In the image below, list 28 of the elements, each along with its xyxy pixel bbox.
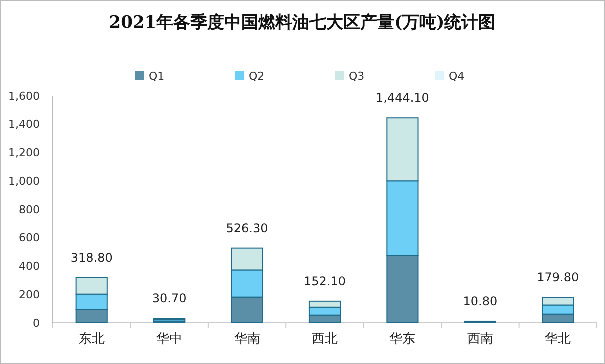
- legend-label: Q4: [449, 70, 465, 83]
- y-tick-label: 200: [19, 288, 40, 302]
- y-tick-label: 1,400: [8, 118, 40, 132]
- x-tick-label: 西南: [467, 332, 494, 347]
- total-label: 152.10: [304, 274, 346, 288]
- chart-title: 2021年各季度中国燃料油七大区产量(万吨)统计图: [109, 13, 496, 33]
- x-tick-label: 华中: [156, 332, 183, 347]
- legend-label: Q1: [149, 70, 165, 83]
- y-tick-label: 1,600: [8, 90, 40, 103]
- y-tick-label: 1,200: [8, 146, 40, 160]
- total-label: 1,444.10: [376, 91, 430, 106]
- legend-label: Q2: [249, 70, 265, 83]
- legend-label: Q3: [349, 70, 365, 83]
- y-tick-label: 800: [19, 203, 40, 216]
- x-tick-label: 西北: [312, 332, 338, 347]
- total-label: 30.70: [152, 292, 187, 306]
- y-tick-label: 0: [33, 316, 40, 330]
- y-tick-label: 600: [19, 232, 40, 245]
- x-tick-label: 华南: [234, 332, 260, 347]
- total-label: 318.80: [70, 250, 113, 265]
- total-label: 526.30: [226, 221, 268, 236]
- x-tick-label: 华北: [545, 332, 572, 347]
- x-tick-label: 东北: [78, 332, 105, 347]
- y-tick-label: 400: [19, 260, 40, 274]
- total-label: 179.80: [537, 270, 580, 284]
- x-tick-label: 华东: [390, 332, 416, 347]
- y-tick-label: 1,000: [8, 174, 40, 188]
- total-label: 10.80: [463, 294, 498, 308]
